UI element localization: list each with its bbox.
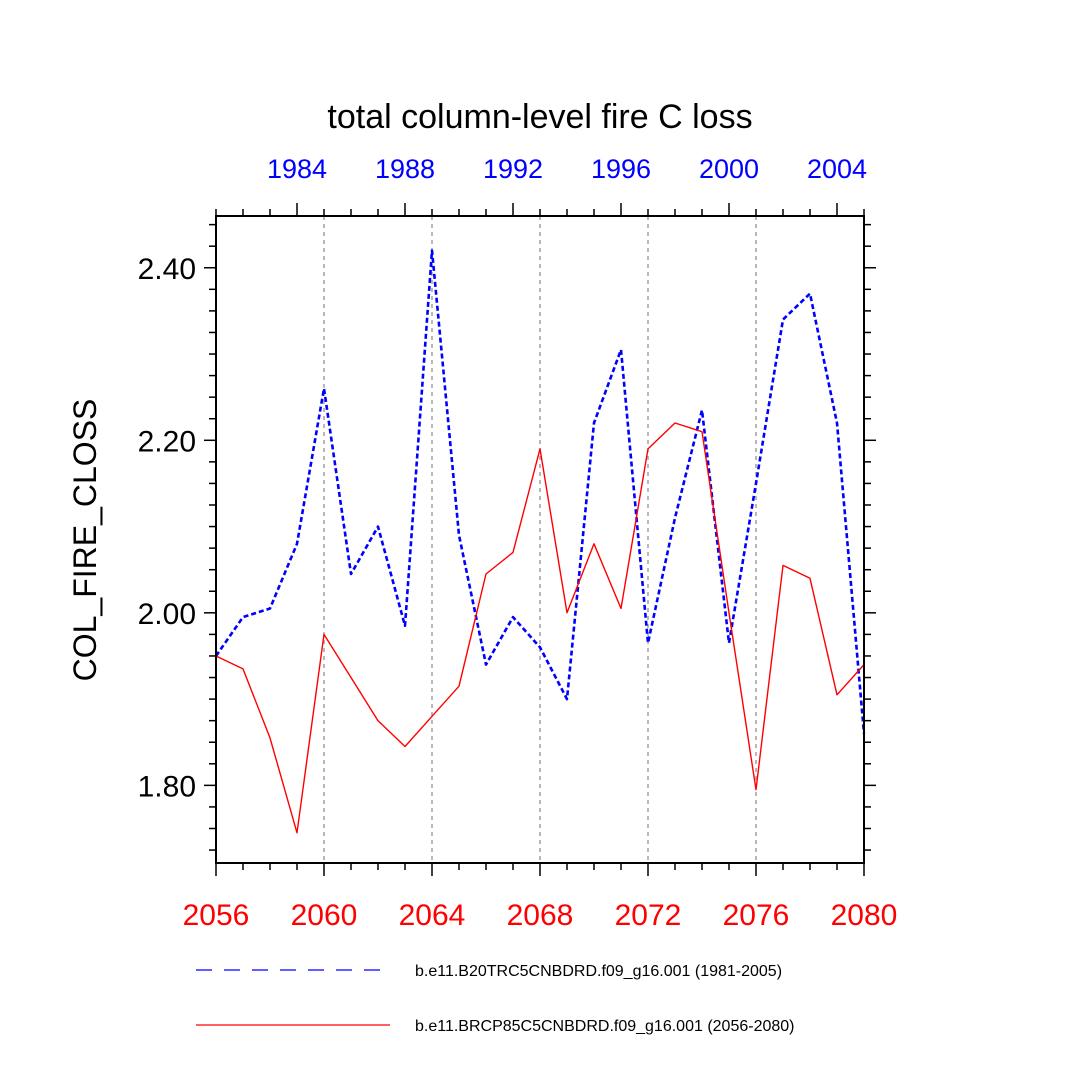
axes-layer: 1.80 2.00 2.20 2.40 2056 2060 2064 2068 2072 2076…	[138, 154, 898, 932]
x-top-tick-label: 1988	[375, 154, 435, 184]
legend: b.e11.B20TRC5CNBDRD.f09_g16.001 (1981-20…	[196, 963, 794, 1035]
x-bottom-tick-label: 2056	[183, 899, 250, 932]
x-top-tick-label: 1996	[591, 154, 651, 184]
x-bottom-tick-label: 2068	[507, 899, 574, 932]
x-top-tick-label: 2004	[807, 154, 867, 184]
x-top-tick-label: 1992	[483, 154, 543, 184]
x-bottom-tick-label: 2060	[291, 899, 358, 932]
chart-title: total column-level fire C loss	[327, 98, 752, 136]
vertical-gridlines	[323, 216, 757, 863]
legend-label-2: b.e11.BRCP85C5CNBDRD.f09_g16.001 (2056-2…	[415, 1018, 794, 1035]
legend-label-1: b.e11.B20TRC5CNBDRD.f09_g16.001 (1981-20…	[415, 963, 782, 980]
x-top-tick-label: 1984	[267, 154, 327, 184]
x-bottom-tick-label: 2072	[615, 899, 682, 932]
y-tick-label: 2.00	[138, 598, 196, 631]
x-bottom-tick-label: 2064	[399, 899, 466, 932]
y-tick-label: 2.20	[138, 425, 196, 458]
y-tick-label: 2.40	[138, 253, 196, 286]
x-top-tick-label: 2000	[699, 154, 759, 184]
series-line-1	[214, 249, 866, 734]
y-tick-label: 1.80	[138, 770, 196, 803]
y-axis-label: COL_FIRE_CLOSS	[67, 399, 103, 682]
x-bottom-tick-label: 2080	[831, 899, 898, 932]
x-bottom-tick-label: 2076	[723, 899, 790, 932]
series-layer	[214, 249, 866, 834]
series-line-2	[215, 422, 865, 834]
